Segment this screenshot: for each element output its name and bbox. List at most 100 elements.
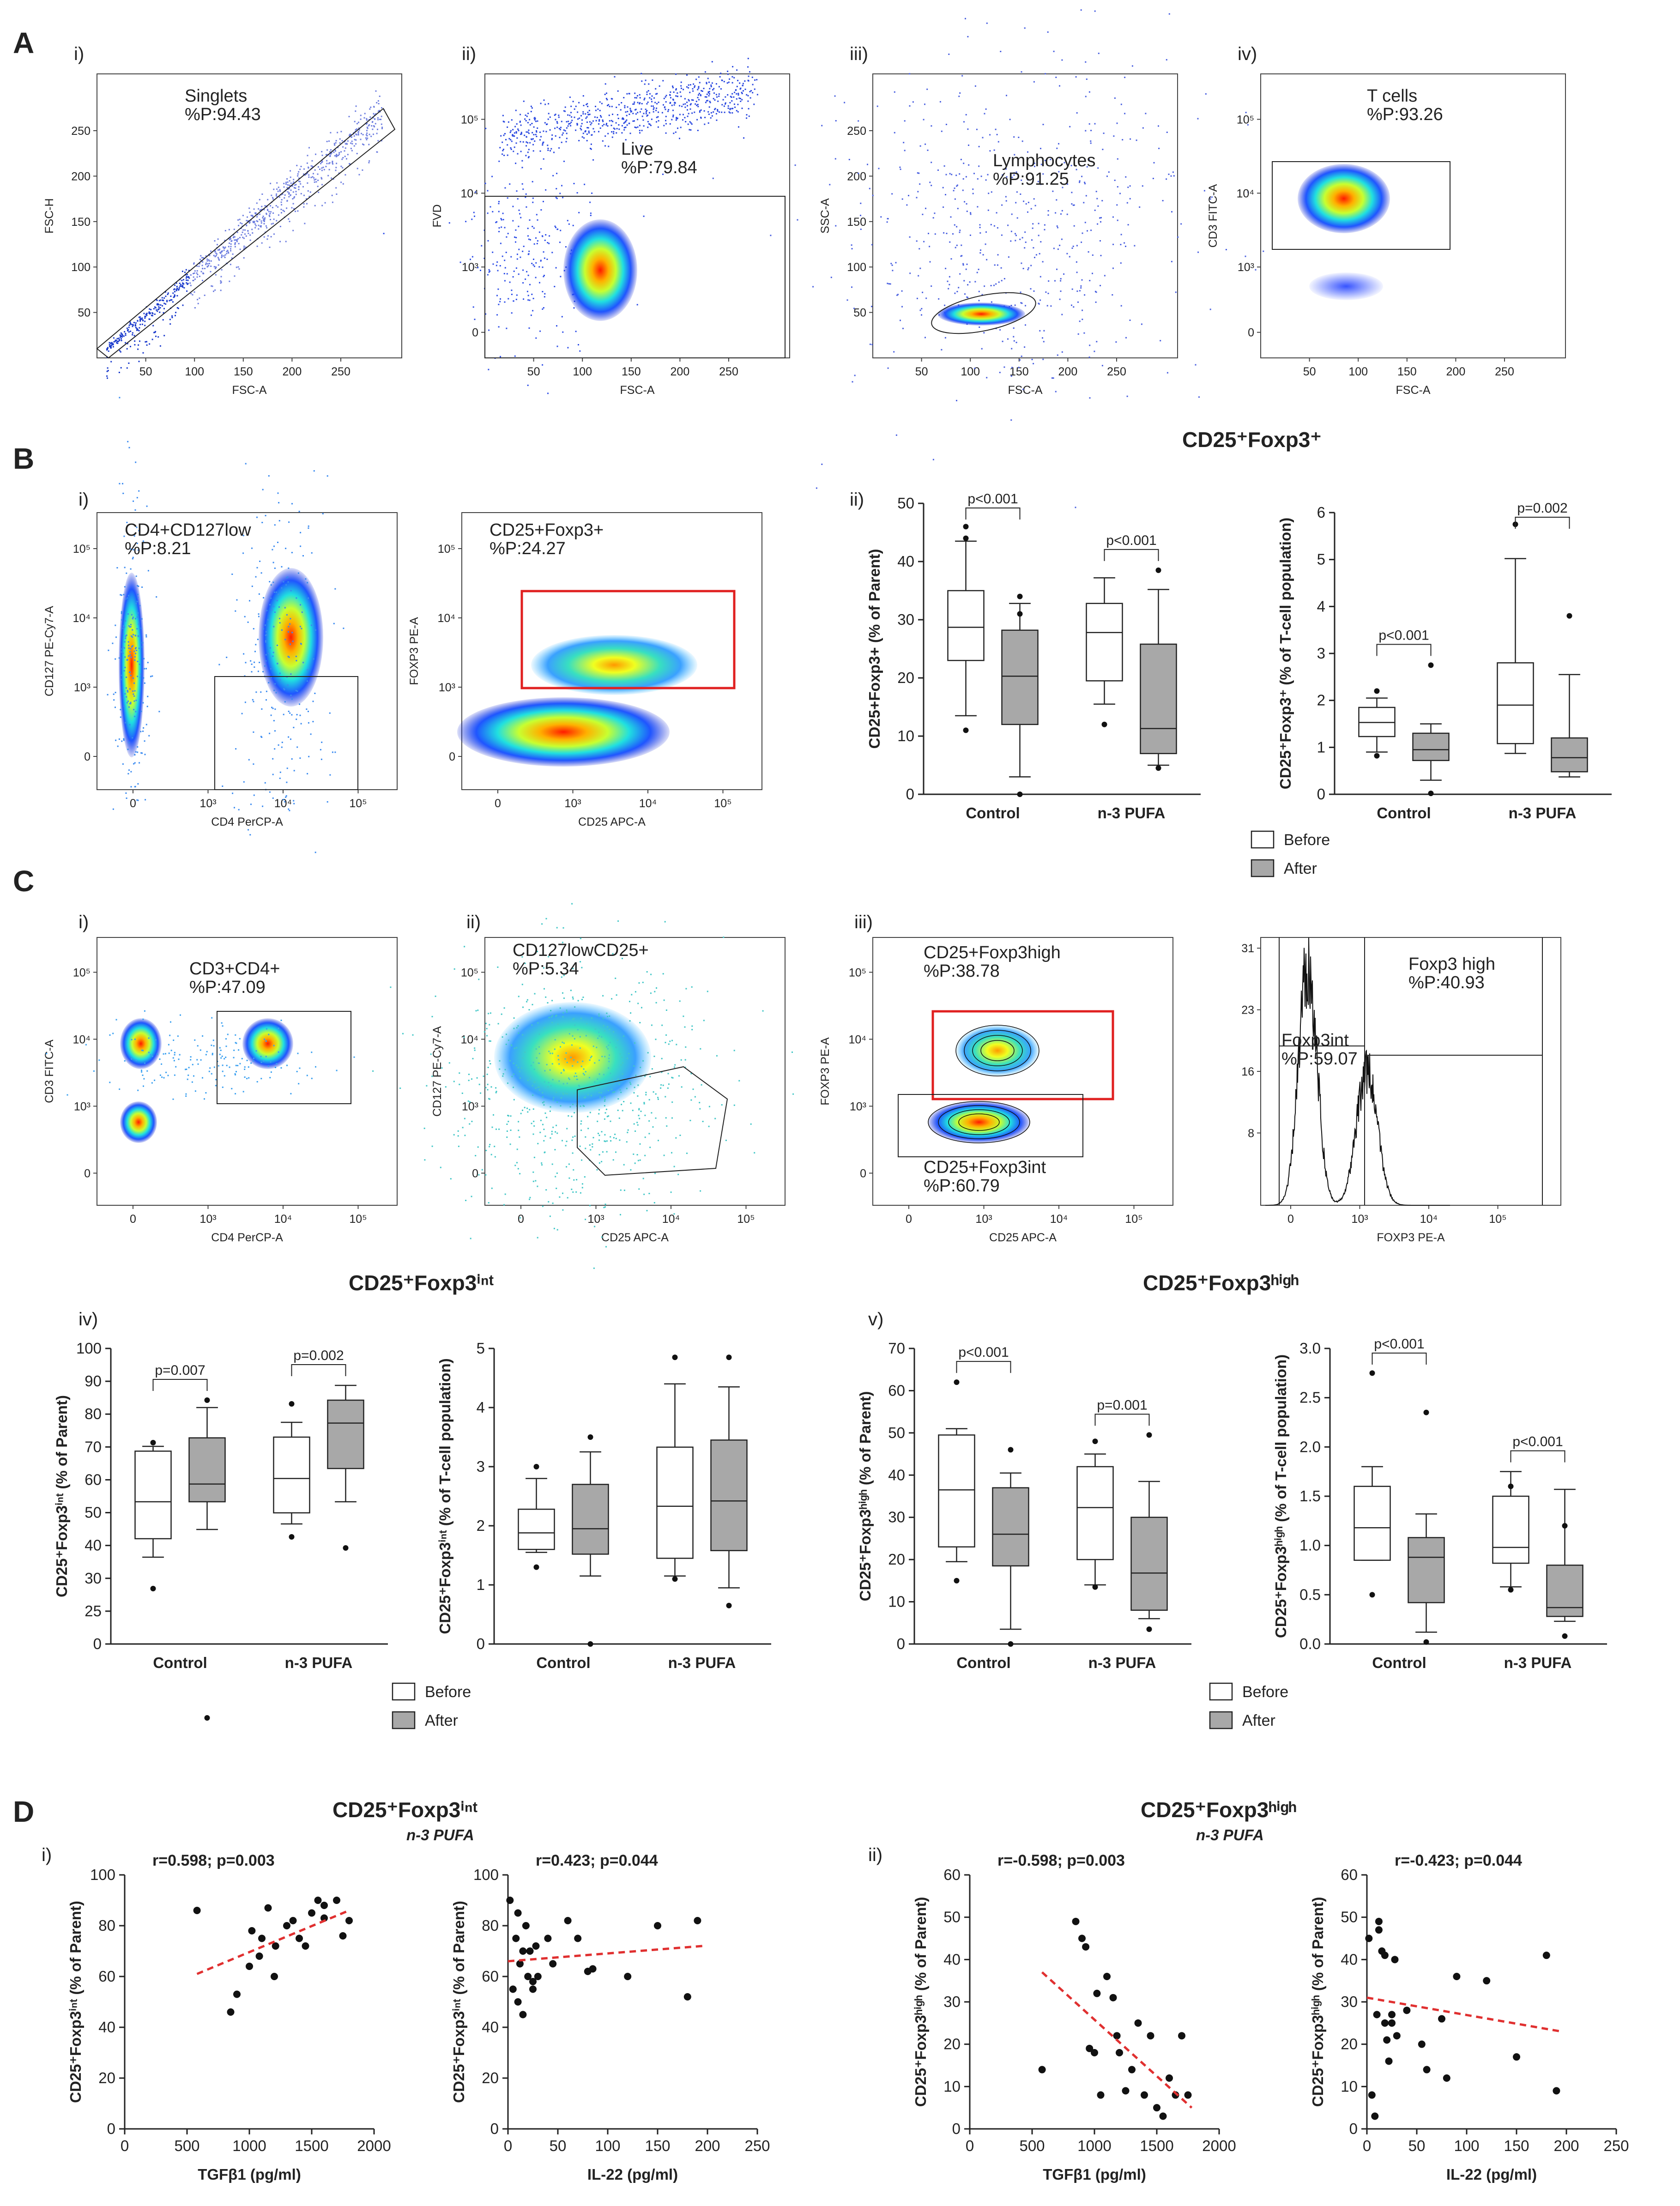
event <box>678 1075 680 1077</box>
event <box>580 1123 582 1125</box>
event <box>668 109 670 111</box>
event <box>618 1078 620 1080</box>
event <box>138 361 140 363</box>
y-tick-label: 10³ <box>1238 261 1254 274</box>
event <box>509 1143 511 1145</box>
event <box>358 127 360 129</box>
event <box>987 174 989 175</box>
event <box>125 332 127 334</box>
event <box>596 116 598 118</box>
event <box>172 1057 174 1059</box>
event <box>139 319 141 321</box>
event <box>121 740 123 742</box>
event <box>612 1092 614 1093</box>
x-axis-label: IL-22 (pg/ml) <box>587 2166 678 2183</box>
event <box>127 330 129 332</box>
event <box>749 97 751 99</box>
event <box>286 178 288 180</box>
event <box>599 1082 601 1084</box>
event <box>629 108 631 109</box>
event <box>503 1007 505 1009</box>
event <box>560 276 562 278</box>
event <box>286 614 288 616</box>
event <box>566 1011 568 1013</box>
event <box>508 298 509 300</box>
event <box>234 243 236 245</box>
y-tick-label: 40 <box>482 2019 499 2036</box>
event <box>625 139 627 141</box>
event <box>502 212 504 214</box>
event <box>230 250 231 252</box>
event <box>629 1082 631 1083</box>
event <box>1042 124 1044 126</box>
event <box>980 249 981 251</box>
y-tick-label: 50 <box>897 495 914 512</box>
event <box>142 1050 144 1052</box>
event <box>137 612 139 614</box>
event <box>115 707 116 708</box>
event <box>1100 284 1101 286</box>
event <box>478 1083 480 1085</box>
event <box>550 150 551 151</box>
event <box>333 623 335 624</box>
event <box>555 114 556 115</box>
event <box>604 1096 605 1098</box>
event <box>737 103 739 105</box>
event <box>140 711 142 712</box>
contour-line <box>928 1101 1030 1143</box>
event <box>130 568 132 570</box>
event <box>492 263 494 265</box>
data-point <box>345 1917 353 1924</box>
event <box>526 271 528 272</box>
event <box>487 190 489 192</box>
x-axis-label: IL-22 (pg/ml) <box>1446 2166 1537 2183</box>
event <box>163 302 165 304</box>
event <box>328 163 330 164</box>
event <box>1125 337 1127 338</box>
event <box>171 317 173 319</box>
event <box>956 399 957 401</box>
event <box>176 287 178 289</box>
event <box>692 88 694 90</box>
y-tick-label: 40 <box>85 1537 102 1554</box>
event <box>196 272 198 274</box>
event <box>750 1123 752 1125</box>
event <box>1085 96 1087 97</box>
event <box>221 1055 223 1057</box>
event <box>737 92 739 94</box>
event <box>146 344 148 346</box>
event <box>953 190 955 192</box>
event <box>1055 391 1057 393</box>
event <box>509 132 511 133</box>
event <box>543 1129 545 1130</box>
event <box>480 1092 482 1094</box>
category-label: Control <box>536 1654 590 1671</box>
event <box>638 1108 640 1110</box>
event <box>158 711 160 713</box>
event <box>214 251 216 253</box>
event <box>529 119 531 121</box>
event <box>949 241 951 243</box>
event <box>1033 247 1034 249</box>
event <box>500 218 502 219</box>
event <box>542 308 544 310</box>
event <box>371 121 373 123</box>
event <box>667 1073 669 1075</box>
event <box>527 122 529 124</box>
event <box>639 94 641 96</box>
event <box>1024 27 1026 29</box>
event <box>532 201 534 203</box>
event <box>234 1073 236 1075</box>
event <box>174 288 175 290</box>
event <box>1247 191 1249 193</box>
event <box>497 966 499 968</box>
event <box>222 1064 224 1066</box>
event <box>292 191 294 193</box>
event <box>1020 302 1022 304</box>
event <box>220 281 222 283</box>
event <box>205 1054 207 1056</box>
event <box>1044 229 1045 230</box>
event <box>276 182 278 184</box>
event <box>556 1173 558 1174</box>
x-axis-label: FOXP3 PE-A <box>1377 1231 1445 1244</box>
